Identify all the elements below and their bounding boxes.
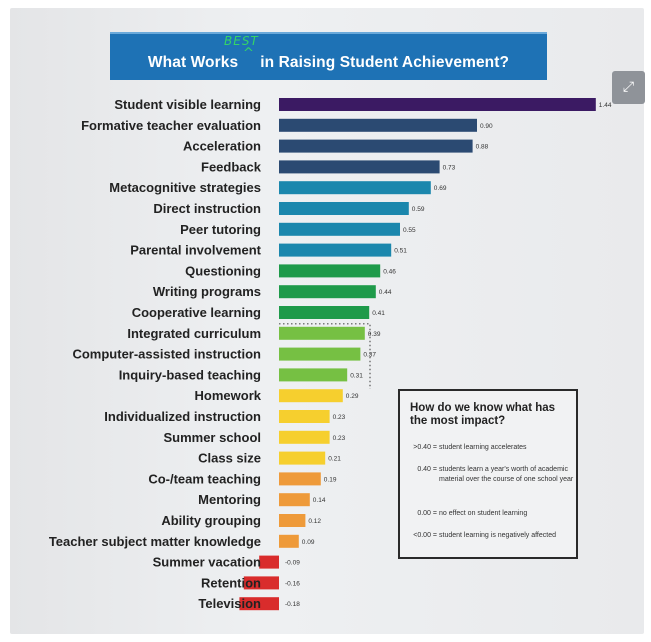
value-label: 0.59 xyxy=(412,206,425,213)
category-label: Homework xyxy=(195,388,262,403)
value-label: 1.44 xyxy=(599,102,612,109)
legend-row: 0.40 = students learn a year's worth of a… xyxy=(406,465,574,484)
bar xyxy=(279,181,431,195)
bar xyxy=(279,306,370,319)
value-label: 0.29 xyxy=(346,393,359,400)
expand-icon[interactable]: ⤢ xyxy=(612,71,645,104)
value-label: 0.23 xyxy=(333,414,346,421)
value-label: 0.09 xyxy=(302,539,315,546)
category-label: Television xyxy=(198,596,261,611)
bar xyxy=(279,160,440,174)
bar xyxy=(279,534,299,548)
bar xyxy=(259,555,279,569)
value-label: 0.14 xyxy=(313,497,326,504)
value-label: 0.31 xyxy=(350,372,363,379)
value-label: 0.88 xyxy=(476,144,489,151)
category-label: Summer vacation xyxy=(153,555,261,570)
value-label: 0.44 xyxy=(379,289,392,296)
category-label: Teacher subject matter knowledge xyxy=(49,534,261,549)
legend-row: <0.00 = student learning is negatively af… xyxy=(406,531,574,541)
value-label: 0.23 xyxy=(333,435,346,442)
bar xyxy=(279,139,473,153)
value-label: 0.55 xyxy=(403,227,416,234)
value-label: 0.12 xyxy=(308,518,321,525)
category-label: Peer tutoring xyxy=(180,222,261,237)
legend-text: no effect on student learning xyxy=(439,510,528,517)
caret-mark: ^ xyxy=(243,46,254,61)
category-label: Questioning xyxy=(185,263,261,278)
category-label: Cooperative learning xyxy=(132,305,261,320)
value-label: 0.46 xyxy=(383,268,396,275)
value-label: -0.16 xyxy=(285,580,300,587)
value-label: 0.39 xyxy=(368,331,381,338)
category-label: Retention xyxy=(201,575,261,590)
bar xyxy=(279,222,400,236)
category-label: Individualized instruction xyxy=(104,409,261,424)
legend-text: students learn a year's worth of academi… xyxy=(439,466,574,483)
value-label: -0.09 xyxy=(285,560,300,567)
category-label: Writing programs xyxy=(153,284,261,299)
bar xyxy=(279,347,361,361)
value-label: 0.90 xyxy=(480,123,493,130)
bar xyxy=(279,368,348,382)
value-label: 0.73 xyxy=(443,164,456,171)
legend-title: How do we know what has the most impact? xyxy=(410,402,556,427)
legend-key: <0.00 = xyxy=(413,532,437,539)
category-label: Acceleration xyxy=(183,139,261,154)
legend-key: 0.40 = xyxy=(417,466,437,473)
bar xyxy=(279,326,365,340)
value-label: -0.18 xyxy=(285,601,300,608)
category-label: Direct instruction xyxy=(153,201,261,216)
category-label: Feedback xyxy=(201,159,262,174)
legend-key: >0.40 = xyxy=(413,444,437,451)
chart-title: What Works in Raising Student Achievemen… xyxy=(147,54,510,71)
bar xyxy=(243,576,279,590)
category-label: Computer-assisted instruction xyxy=(72,347,261,362)
category-label: Ability grouping xyxy=(161,513,261,528)
category-label: Formative teacher evaluation xyxy=(81,118,261,133)
value-label: 0.37 xyxy=(363,352,376,359)
category-label: Class size xyxy=(198,451,261,466)
bar xyxy=(279,98,596,111)
value-label: 0.19 xyxy=(324,476,337,483)
bar xyxy=(279,514,306,527)
category-label: Inquiry-based teaching xyxy=(119,367,261,382)
bar xyxy=(279,243,392,257)
bar xyxy=(279,389,343,403)
value-label: 0.51 xyxy=(394,248,407,255)
bar xyxy=(279,472,321,486)
bar xyxy=(239,597,279,611)
legend-text: student learning is negatively affected xyxy=(439,532,557,539)
category-label: Summer school xyxy=(163,430,261,445)
category-label: Integrated curriculum xyxy=(127,326,261,341)
impact-legend: How do we know what has the most impact?… xyxy=(398,389,578,559)
bar xyxy=(279,451,326,465)
handwritten-best-annotation: BEST xyxy=(224,34,259,48)
bar xyxy=(279,410,330,423)
value-label: 0.41 xyxy=(372,310,385,317)
legend-row: >0.40 = student learning accelerates xyxy=(406,443,574,453)
value-label: 0.21 xyxy=(328,456,341,463)
value-label: 0.69 xyxy=(434,185,447,192)
bar xyxy=(279,493,310,507)
category-label: Parental involvement xyxy=(130,243,261,258)
bar xyxy=(279,118,477,132)
title-banner: What Works in Raising Student Achievemen… xyxy=(110,32,547,80)
category-label: Mentoring xyxy=(198,492,261,507)
legend-row: 0.00 = no effect on student learning xyxy=(406,509,574,519)
bar xyxy=(279,202,409,215)
legend-text: student learning accelerates xyxy=(439,444,527,451)
category-label: Co-/team teaching xyxy=(148,471,261,486)
bar xyxy=(279,264,381,278)
bar xyxy=(279,430,330,444)
legend-key: 0.00 = xyxy=(417,510,437,517)
category-label: Metacognitive strategies xyxy=(109,180,261,195)
category-label: Student visible learning xyxy=(114,97,261,112)
bar xyxy=(279,285,376,299)
